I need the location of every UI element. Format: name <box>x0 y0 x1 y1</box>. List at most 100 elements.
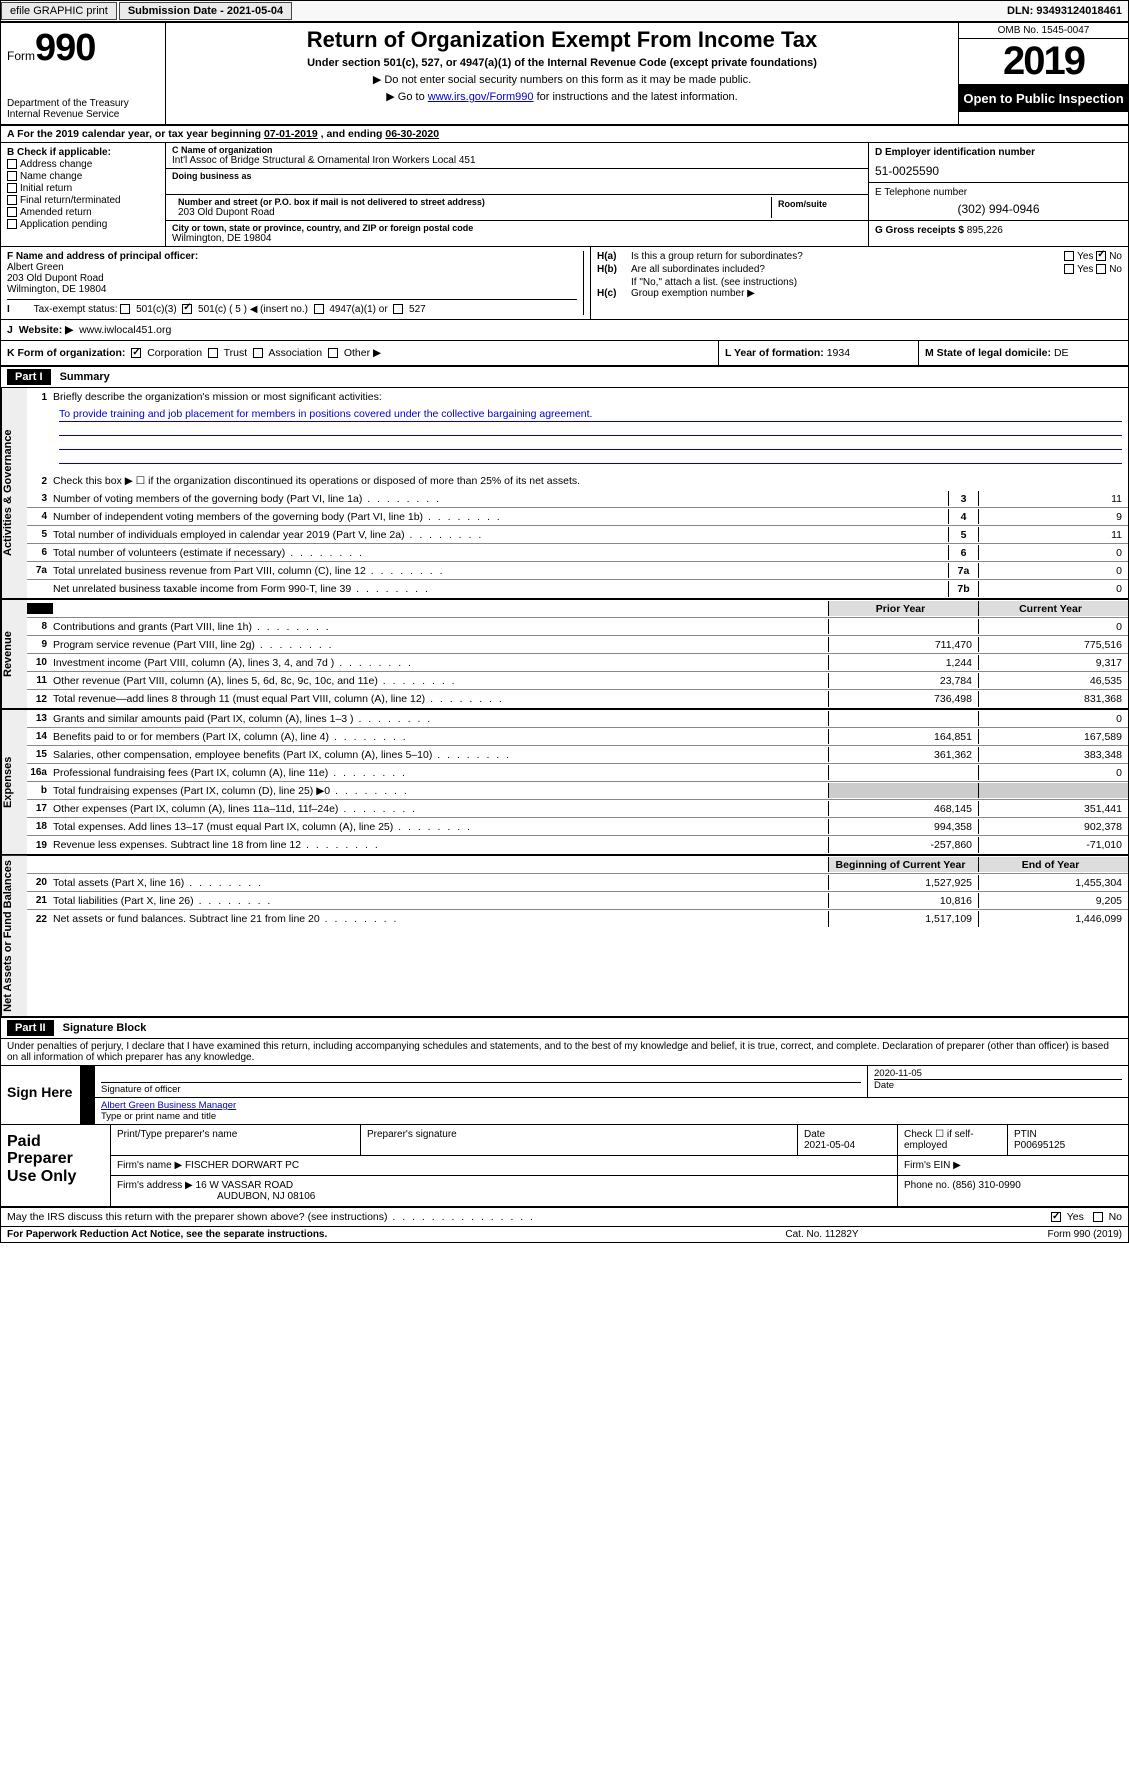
firm-phone: (856) 310-0990 <box>952 1180 1020 1191</box>
prep-sig-label: Preparer's signature <box>367 1129 791 1140</box>
paid-preparer-label: Paid Preparer Use Only <box>1 1125 111 1206</box>
col-current-year: Current Year <box>978 601 1128 616</box>
c-street: 203 Old Dupont Road <box>172 207 771 218</box>
officer-name-label: Type or print name and title <box>101 1111 1122 1122</box>
block-bcd: B Check if applicable: Address change Na… <box>1 143 1128 247</box>
hb-note: If "No," attach a list. (see instruction… <box>597 277 1122 288</box>
f-label: F Name and address of principal officer: <box>7 251 198 262</box>
chk-name-change[interactable]: Name change <box>7 171 159 182</box>
section-net-assets: Net Assets or Fund Balances Beginning of… <box>1 856 1128 1018</box>
chk-527[interactable] <box>393 304 403 314</box>
form-label: Form <box>7 49 35 63</box>
irs-link[interactable]: www.irs.gov/Form990 <box>428 91 534 103</box>
year-formation: 1934 <box>827 347 850 359</box>
e-phone: (302) 994-0946 <box>875 202 1122 216</box>
footer: For Paperwork Reduction Act Notice, see … <box>1 1227 1128 1242</box>
table-row: 9Program service revenue (Part VIII, lin… <box>27 636 1128 654</box>
table-row: 19Revenue less expenses. Subtract line 1… <box>27 836 1128 854</box>
form-note-ssn: ▶ Do not enter social security numbers o… <box>172 73 952 86</box>
table-row: 22Net assets or fund balances. Subtract … <box>27 910 1128 928</box>
vside-revenue: Revenue <box>1 600 27 708</box>
chk-501c[interactable] <box>182 304 192 314</box>
table-row: 5Total number of individuals employed in… <box>27 526 1128 544</box>
chk-application-pending[interactable]: Application pending <box>7 219 159 230</box>
row-f-h: F Name and address of principal officer:… <box>1 247 1128 320</box>
form-title: Return of Organization Exempt From Incom… <box>172 27 952 53</box>
chk-address-change[interactable]: Address change <box>7 159 159 170</box>
prep-name-label: Print/Type preparer's name <box>117 1129 354 1140</box>
table-row: 11Other revenue (Part VIII, column (A), … <box>27 672 1128 690</box>
section-governance: Activities & Governance 1 Briefly descri… <box>1 388 1128 600</box>
discuss-no[interactable] <box>1093 1212 1103 1222</box>
table-row: 16aProfessional fundraising fees (Part I… <box>27 764 1128 782</box>
part2-header: Part II Signature Block <box>1 1018 1128 1039</box>
paid-preparer-block: Paid Preparer Use Only Print/Type prepar… <box>1 1125 1128 1208</box>
perjury-statement: Under penalties of perjury, I declare th… <box>1 1039 1128 1066</box>
hb-no[interactable] <box>1096 264 1106 274</box>
chk-amended-return[interactable]: Amended return <box>7 207 159 218</box>
table-row: 15Salaries, other compensation, employee… <box>27 746 1128 764</box>
firm-name: FISCHER DORWART PC <box>185 1160 299 1171</box>
form-ref: Form 990 (2019) <box>922 1229 1122 1240</box>
f-officer-addr2: Wilmington, DE 19804 <box>7 284 577 295</box>
b-title: B Check if applicable: <box>7 147 159 158</box>
c-addr-label: Number and street (or P.O. box if mail i… <box>172 197 771 207</box>
chk-trust[interactable] <box>208 348 218 358</box>
chk-corporation[interactable] <box>131 348 141 358</box>
dept-irs: Internal Revenue Service <box>7 109 159 120</box>
ptin-label: PTIN <box>1014 1129 1122 1140</box>
discuss-yes[interactable] <box>1051 1212 1061 1222</box>
website-url[interactable]: www.iwlocal451.org <box>79 324 171 336</box>
col-prior-year: Prior Year <box>828 601 978 616</box>
officer-name: Albert Green Business Manager <box>101 1100 1122 1111</box>
vside-governance: Activities & Governance <box>1 388 27 598</box>
dln: DLN: 93493124018461 <box>1007 5 1128 17</box>
section-expenses: Expenses 13Grants and similar amounts pa… <box>1 710 1128 856</box>
chk-4947[interactable] <box>314 304 324 314</box>
chk-501c3[interactable] <box>120 304 130 314</box>
chk-initial-return[interactable]: Initial return <box>7 183 159 194</box>
efile-print-button[interactable]: efile GRAPHIC print <box>1 2 117 20</box>
ha-question: Is this a group return for subordinates? <box>631 251 1064 262</box>
sig-date-label: Date <box>874 1079 1122 1091</box>
prep-self-employed[interactable]: Check ☐ if self-employed <box>898 1125 1008 1155</box>
prep-date: 2021-05-04 <box>804 1140 891 1151</box>
sign-arrow-icon-2 <box>81 1098 95 1124</box>
dept-treasury: Department of the Treasury <box>7 98 159 109</box>
row-k-l-m: K Form of organization: Corporation Trus… <box>1 341 1128 367</box>
vside-net: Net Assets or Fund Balances <box>1 856 27 1016</box>
table-row: 20Total assets (Part X, line 16)1,527,92… <box>27 874 1128 892</box>
col-c-org-info: C Name of organization Int'l Assoc of Br… <box>166 143 868 246</box>
i-label: Tax-exempt status: <box>34 304 118 315</box>
table-row: 4Number of independent voting members of… <box>27 508 1128 526</box>
col-begin-year: Beginning of Current Year <box>828 857 978 872</box>
mission-text: To provide training and job placement fo… <box>59 408 1122 422</box>
hb-yes[interactable] <box>1064 264 1074 274</box>
table-row: 13Grants and similar amounts paid (Part … <box>27 710 1128 728</box>
k-label: K Form of organization: <box>7 347 125 359</box>
table-row: 10Investment income (Part VIII, column (… <box>27 654 1128 672</box>
form-number: 990 <box>35 27 95 69</box>
c-name-label: C Name of organization <box>172 145 862 155</box>
discuss-row: May the IRS discuss this return with the… <box>1 1208 1128 1227</box>
col-end-year: End of Year <box>978 857 1128 872</box>
chk-final-return[interactable]: Final return/terminated <box>7 195 159 206</box>
table-row: 14Benefits paid to or for members (Part … <box>27 728 1128 746</box>
sign-here-label: Sign Here <box>1 1066 81 1124</box>
state-domicile: DE <box>1054 347 1069 359</box>
sig-officer-label: Signature of officer <box>101 1082 861 1095</box>
line1-label: Briefly describe the organization's miss… <box>53 391 1128 403</box>
chk-other[interactable] <box>328 348 338 358</box>
c-dba-label: Doing business as <box>172 171 862 181</box>
table-row: 17Other expenses (Part IX, column (A), l… <box>27 800 1128 818</box>
ha-yes[interactable] <box>1064 251 1074 261</box>
ha-no[interactable] <box>1096 251 1106 261</box>
chk-association[interactable] <box>253 348 263 358</box>
f-officer-addr1: 203 Old Dupont Road <box>7 273 577 284</box>
c-room-label: Room/suite <box>778 199 856 209</box>
table-row: bTotal fundraising expenses (Part IX, co… <box>27 782 1128 800</box>
firm-addr2: AUDUBON, NJ 08106 <box>117 1191 891 1202</box>
g-gross-val: 895,226 <box>967 225 1003 236</box>
table-row: Net unrelated business taxable income fr… <box>27 580 1128 598</box>
table-row: 7aTotal unrelated business revenue from … <box>27 562 1128 580</box>
